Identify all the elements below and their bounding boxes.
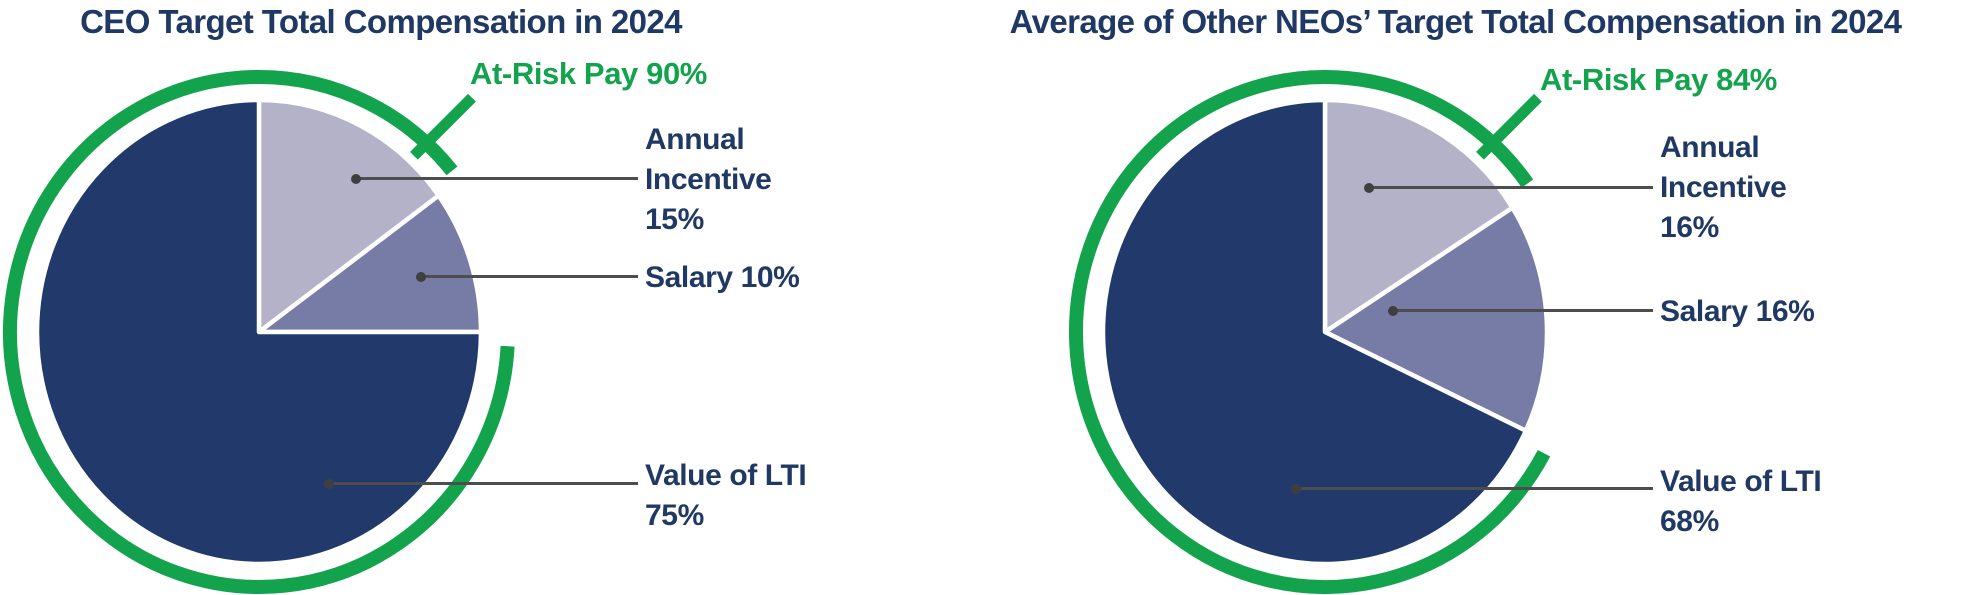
callout-salary: Salary 16% <box>1660 292 1815 332</box>
callout-line: Value of LTI <box>645 459 807 492</box>
callout-line: 16% <box>1660 211 1719 244</box>
callout-line: Incentive <box>645 163 772 196</box>
callout-line: Annual <box>645 123 745 156</box>
at-risk-tick <box>410 93 476 160</box>
at-risk-pay-label: At-Risk Pay 90% <box>470 56 707 91</box>
callout-line: Value of LTI <box>1660 465 1822 498</box>
callout-annual-incentive: Annual Incentive 15% <box>645 120 772 240</box>
chart-title-ceo: CEO Target Total Compensation in 2024 <box>80 3 682 40</box>
pie-slice-salary <box>256 193 484 335</box>
leader-line-annual-incentive <box>1364 183 1653 193</box>
pie-slice-salary <box>1322 205 1550 434</box>
leader-line-salary <box>416 272 638 282</box>
callout-line: 75% <box>645 499 704 532</box>
callout-annual-incentive: Annual Incentive 16% <box>1660 128 1787 248</box>
callout-line: 68% <box>1660 505 1719 538</box>
pie-chart-neos <box>1069 70 1551 594</box>
callout-salary: Salary 10% <box>645 258 800 298</box>
pie-slice-annual-incentive <box>1322 97 1515 335</box>
chart-title-neos: Average of Other NEOs’ Target Total Comp… <box>1009 3 1902 40</box>
leader-line-lti <box>324 479 638 489</box>
pie-slice-value-of-lti <box>1100 97 1529 567</box>
callout-line: Salary 10% <box>645 261 800 294</box>
pie-chart-ceo <box>3 70 515 594</box>
leader-line-lti <box>1291 484 1653 494</box>
leader-line-salary <box>1388 306 1653 316</box>
callout-line: 15% <box>645 203 704 236</box>
leader-line-annual-incentive <box>351 174 638 184</box>
callout-line: Annual <box>1660 131 1760 164</box>
at-risk-arc <box>1069 70 1551 594</box>
at-risk-pay-label: At-Risk Pay 84% <box>1540 62 1777 97</box>
callout-lti: Value of LTI 68% <box>1660 462 1822 542</box>
callout-line: Salary 16% <box>1660 295 1815 328</box>
at-risk-arc <box>3 70 515 594</box>
at-risk-tick <box>1476 93 1542 160</box>
callout-line: Incentive <box>1660 171 1787 204</box>
callout-lti: Value of LTI 75% <box>645 456 807 536</box>
